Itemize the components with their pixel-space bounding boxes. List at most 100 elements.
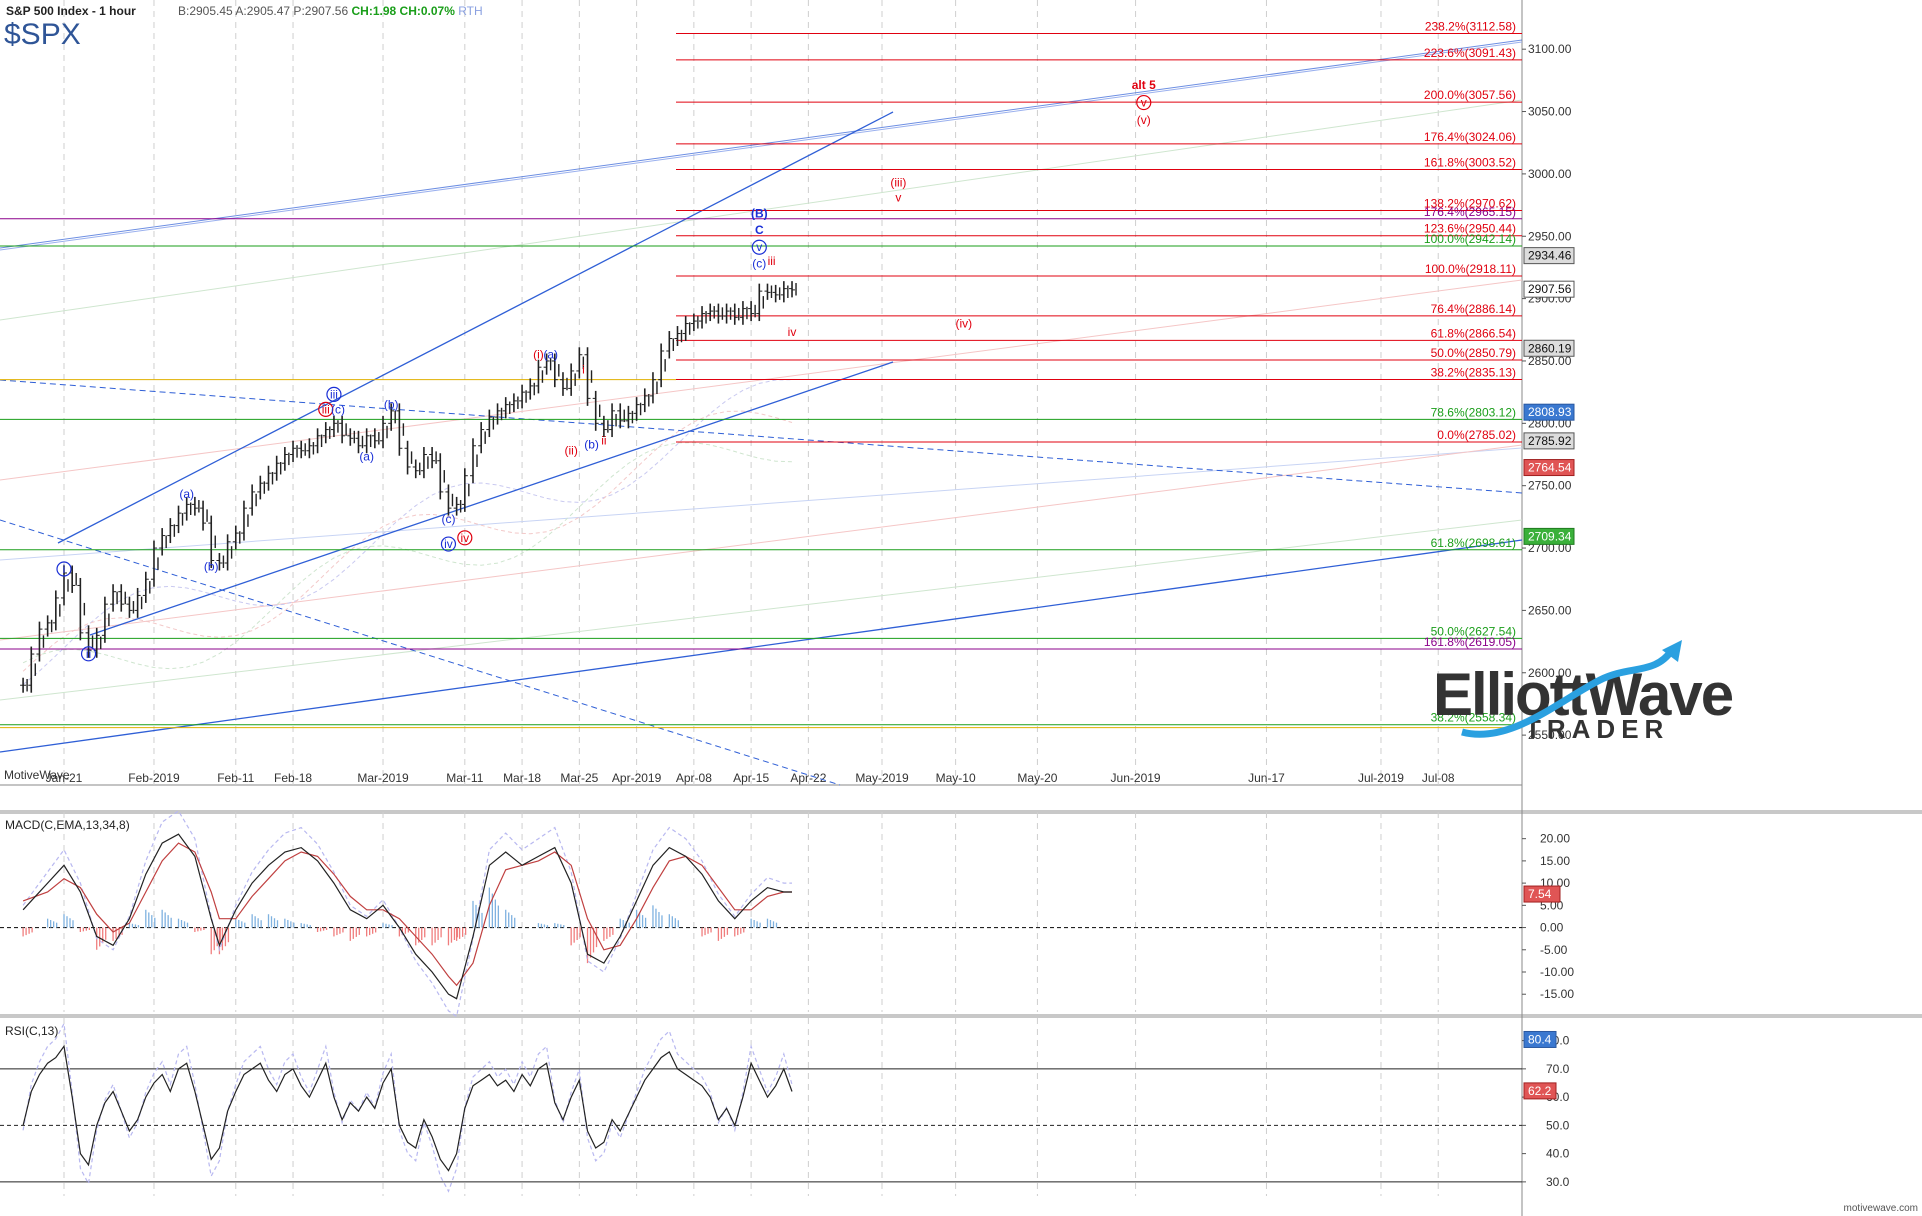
- fib-label: 176.4%(2965.15): [1424, 205, 1516, 219]
- fib-label: 78.6%(2803.12): [1431, 405, 1516, 419]
- wave-label: iii: [330, 387, 338, 401]
- fib-label: 38.2%(2558.34): [1431, 711, 1516, 725]
- rsi-title: RSI(C,13): [5, 1024, 58, 1038]
- x-tick-label: Mar-2019: [357, 771, 409, 785]
- wave-label: i: [63, 562, 66, 576]
- channel-upper: [57, 111, 894, 544]
- wave-label-circle: [457, 530, 473, 546]
- macd-signal-line: [22, 842, 792, 987]
- y-tick-label: 15.00: [1540, 854, 1570, 868]
- price-badge-label: 2934.46: [1528, 249, 1572, 263]
- logo-subtext: TRADER: [1525, 714, 1669, 744]
- wave-label: (ii): [564, 444, 577, 458]
- fib-label: 61.8%(2698.61): [1431, 536, 1516, 550]
- fib-label: 200.0%(3057.56): [1424, 88, 1516, 102]
- wave-label: (b): [584, 437, 599, 451]
- x-tick-label: Jul-08: [1422, 771, 1455, 785]
- x-tick-label: Mar-11: [446, 771, 483, 785]
- price-badge-label: 2860.19: [1528, 341, 1572, 355]
- wave-label: (a): [359, 450, 374, 464]
- fib-label: 61.8%(2866.54): [1431, 326, 1516, 340]
- y-tick-label: 30.0: [1546, 1175, 1570, 1189]
- moving-average: [22, 442, 793, 670]
- macd-title: MACD(C,EMA,13,34,8): [5, 818, 130, 832]
- trend-line: [0, 447, 1523, 561]
- logo-arrow: [1662, 640, 1682, 662]
- y-tick-label: 2550.00: [1528, 728, 1572, 742]
- fib-label: 123.6%(2950.44): [1424, 222, 1516, 236]
- wave-label: iv: [444, 537, 453, 551]
- price-badges: 2934.46 2907.56 2860.19 2808.93 2785.92 2764.…: [1523, 247, 1575, 545]
- x-tick-label: Jun-17: [1248, 771, 1285, 785]
- change-percent: CH:0.07%: [399, 4, 455, 18]
- wave-label: C: [755, 223, 764, 237]
- fib-label: 161.8%(3003.52): [1424, 156, 1516, 170]
- wave-label: (c): [752, 256, 766, 270]
- wave-label: v: [1141, 96, 1147, 110]
- price-badge-label: 2907.56: [1528, 282, 1572, 296]
- price-badge: [1523, 403, 1575, 421]
- channel-lines: [0, 39, 1523, 786]
- panel-separator: [0, 810, 1922, 814]
- price-badge-label: 2709.34: [1528, 529, 1572, 543]
- macd-line: [22, 833, 792, 1000]
- footer-link: motivewave.com: [1843, 1203, 1918, 1214]
- price-badge-label: 2785.92: [1528, 434, 1572, 448]
- watermark: MotiveWave: [4, 768, 70, 782]
- rsi-envelope: [22, 1021, 793, 1193]
- y-tick-label: 2650.00: [1528, 603, 1572, 617]
- wave-label: iii: [322, 402, 330, 416]
- fib-label: 161.8%(2619.05): [1424, 635, 1516, 649]
- y-tick-label: 2750.00: [1528, 479, 1572, 493]
- x-tick-label: May-2019: [855, 771, 909, 785]
- wave-label-circle: [751, 239, 767, 255]
- x-tick-label: Apr-2019: [612, 771, 662, 785]
- logo-swoosh: [1461, 647, 1675, 738]
- rsi-line: [22, 1044, 793, 1172]
- wave-label: (c): [441, 512, 455, 526]
- price-badge: [1523, 247, 1575, 265]
- y-tick-label: 0.00: [1540, 921, 1564, 935]
- session-label: RTH: [458, 4, 483, 18]
- fib-label: 50.0%(2850.79): [1431, 346, 1516, 360]
- wave-label-circle: [1136, 94, 1152, 111]
- fib-label: 38.2%(2835.13): [1431, 366, 1516, 380]
- wave-label: iv: [460, 531, 469, 545]
- y-tick-label: 3000.00: [1528, 167, 1572, 181]
- moving-average: [22, 410, 793, 672]
- wave-label: iv: [788, 325, 797, 339]
- wave-label: (b): [384, 397, 399, 411]
- y-tick-label: 3050.00: [1528, 105, 1572, 119]
- change-points: CH:1.98: [351, 4, 397, 18]
- quote-bar: B:2905.45 A:2905.47 P:2907.56 CH:1.98 CH…: [178, 4, 483, 18]
- macd-panel: MACD(C,EMA,13,34,8)20.0015.0010.005.000.…: [0, 810, 1574, 1018]
- rsi-badge-label: 80.4: [1528, 1032, 1552, 1046]
- wave-label: v: [895, 190, 901, 204]
- wave-label: v: [756, 240, 762, 254]
- price-badge: [1523, 432, 1575, 450]
- wave-label: i: [582, 362, 585, 376]
- macd-badge-label: 7.54: [1528, 887, 1552, 901]
- price-badge: [1523, 527, 1575, 545]
- chart-title: S&P 500 Index - 1 hour: [6, 4, 136, 18]
- y-tick-label: 2600.00: [1528, 666, 1572, 680]
- macd-badge: [1523, 885, 1561, 903]
- fib-label: 100.0%(2918.11): [1425, 262, 1516, 276]
- y-tick-label: 2950.00: [1528, 229, 1572, 243]
- x-tick-label: Jul-2019: [1358, 771, 1404, 785]
- trend-line: [0, 99, 1523, 321]
- panel-separator: [0, 1014, 1922, 1018]
- wave-label: ii: [86, 647, 91, 661]
- wave-label: ii: [601, 434, 606, 448]
- x-axis: Jan-21 Feb-2019 Feb-11 Feb-18 Mar-2019 Mar-11…: [46, 0, 1455, 1196]
- wave-label: (B): [751, 207, 768, 221]
- price-series: [20, 281, 797, 693]
- fib-label: 176.4%(3024.06): [1424, 130, 1516, 144]
- wave-label-circle: [326, 386, 342, 402]
- fib-label: 0.0%(2785.02): [1437, 428, 1516, 442]
- wave-label: (iii): [890, 175, 906, 189]
- wave-label: (v): [1137, 113, 1151, 127]
